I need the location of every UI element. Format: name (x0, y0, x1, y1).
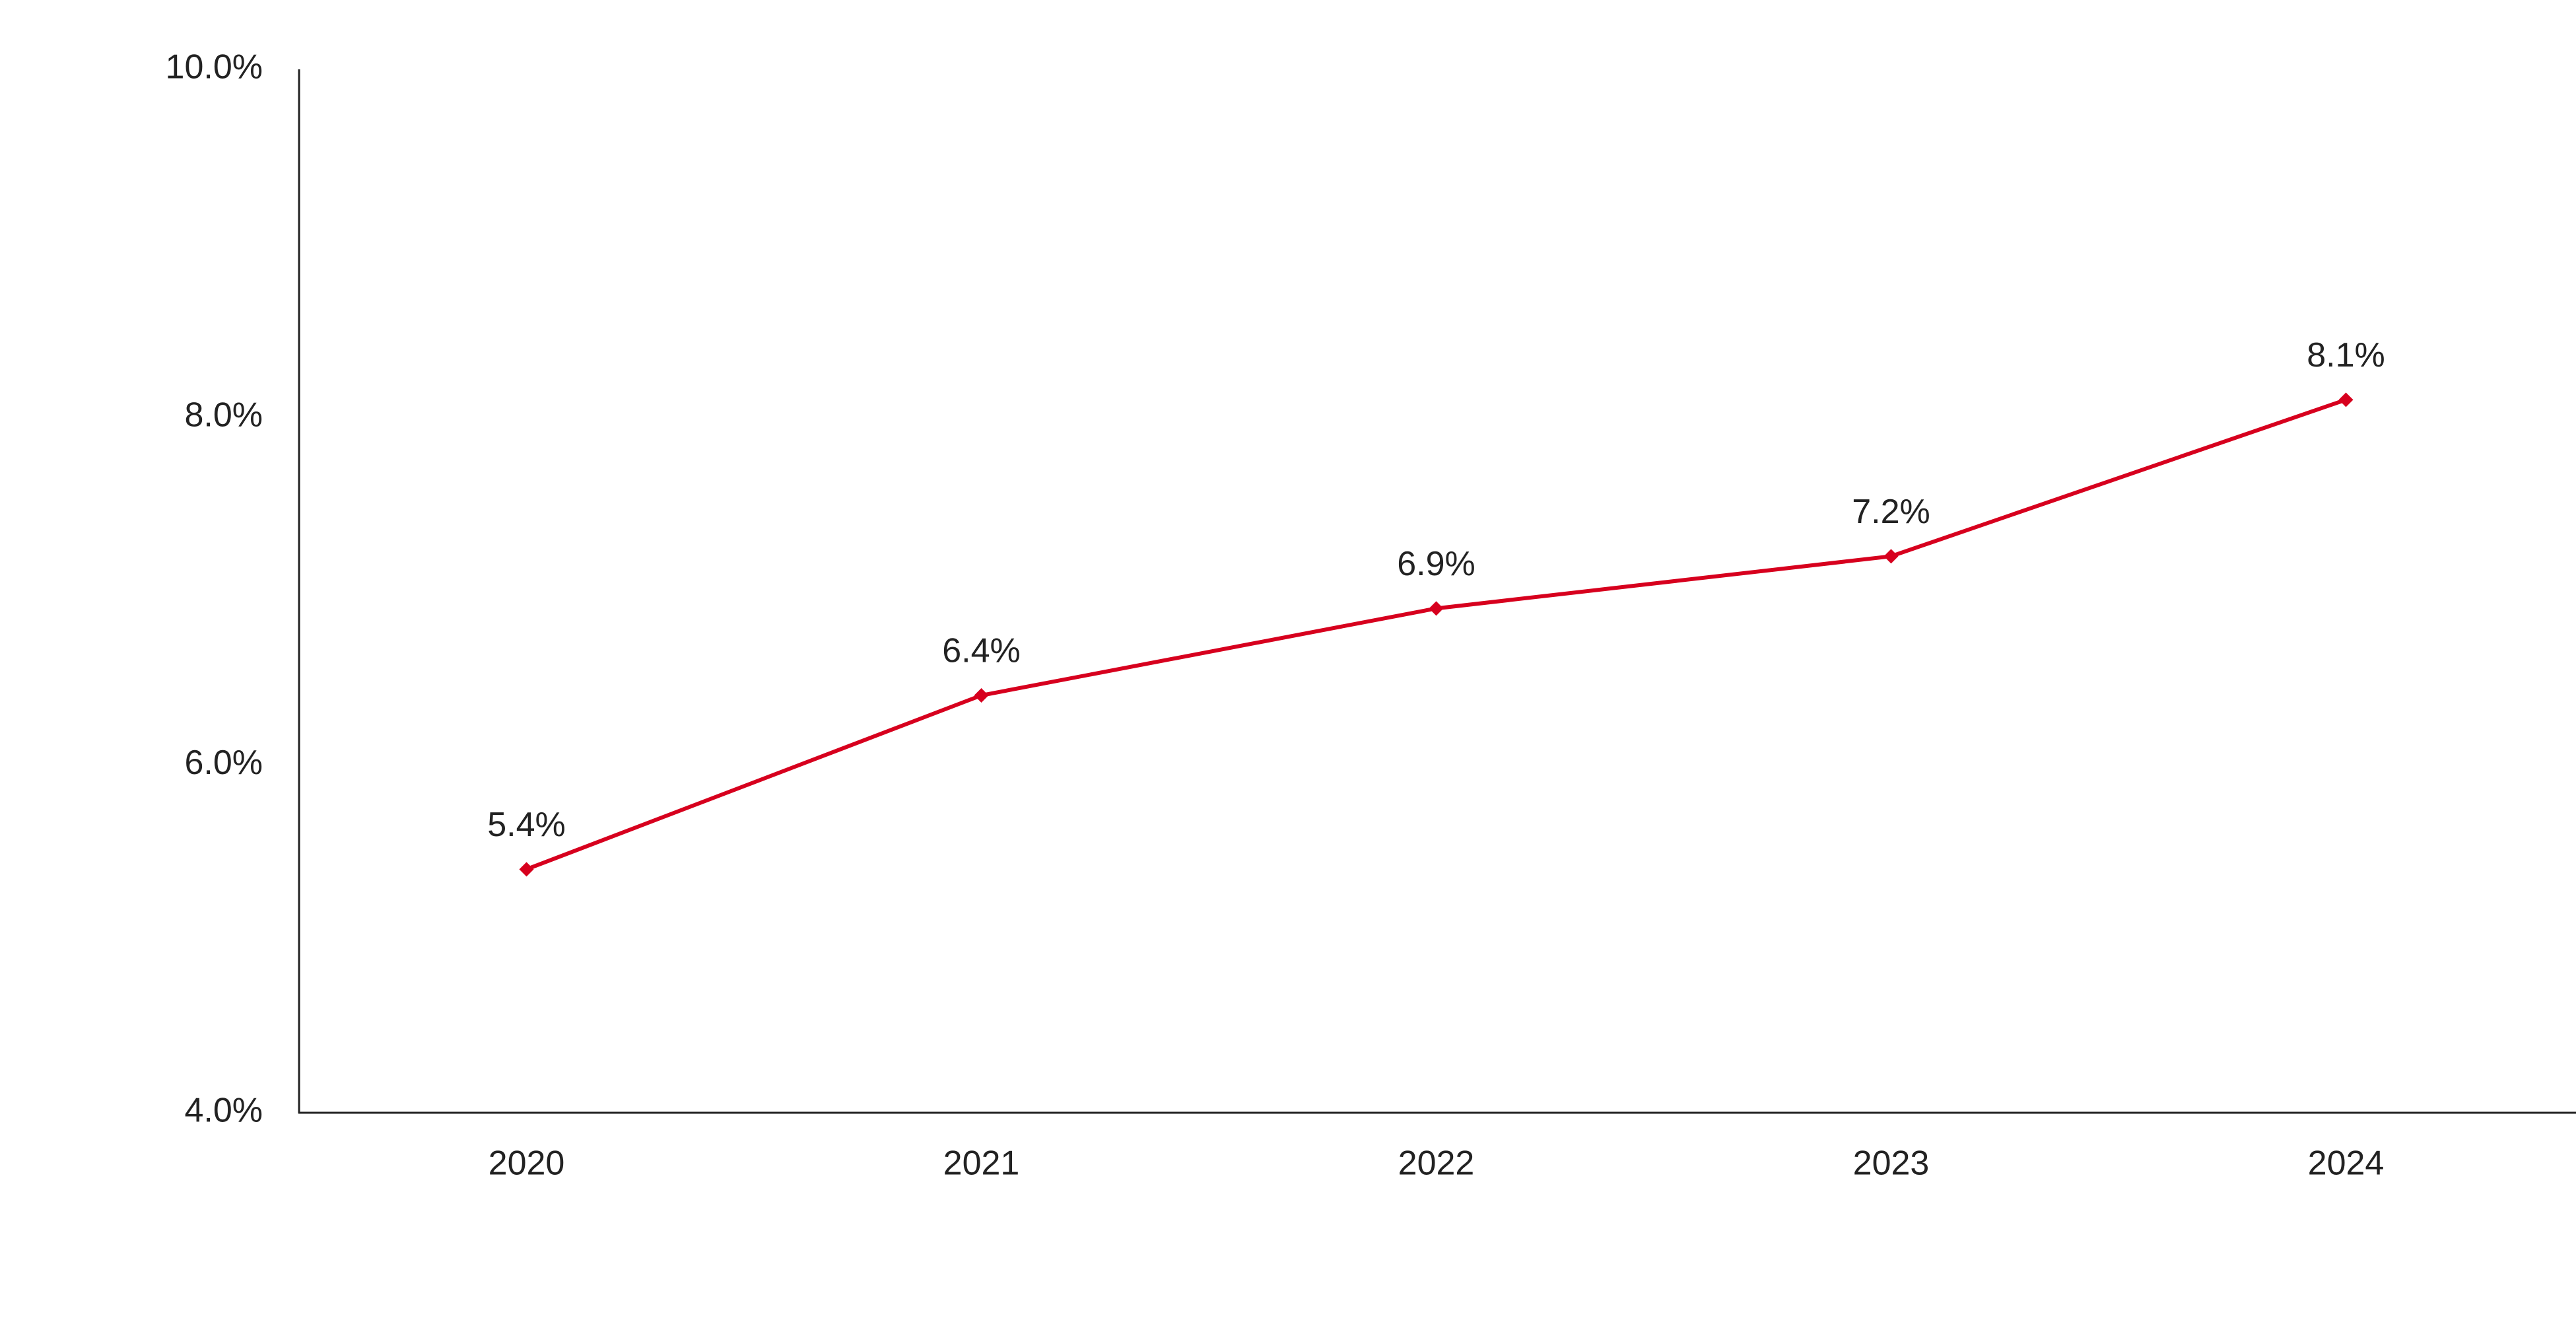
x-tick-label: 2023 (1853, 1144, 1930, 1183)
data-label: 5.4% (487, 806, 566, 844)
data-label: 6.4% (942, 632, 1021, 670)
data-point (2338, 392, 2354, 407)
x-tick-label: 2022 (1398, 1144, 1475, 1183)
data-label: 8.1% (2307, 336, 2385, 374)
y-tick-label: 6.0% (184, 744, 263, 782)
data-line (525, 398, 2347, 872)
data-point (974, 688, 989, 703)
y-tick-label: 8.0% (184, 396, 263, 434)
data-point (1429, 601, 1444, 616)
x-tick-label: 2024 (2308, 1144, 2385, 1183)
data-point (1883, 549, 1899, 564)
data-point (519, 862, 534, 877)
y-tick-label: 4.0% (184, 1092, 263, 1130)
x-tick-label: 2021 (943, 1144, 1020, 1183)
x-tick-label: 2020 (489, 1144, 565, 1183)
data-label: 7.2% (1852, 493, 1930, 531)
data-label: 6.9% (1397, 545, 1475, 583)
y-tick-label: 10.0% (166, 48, 263, 87)
